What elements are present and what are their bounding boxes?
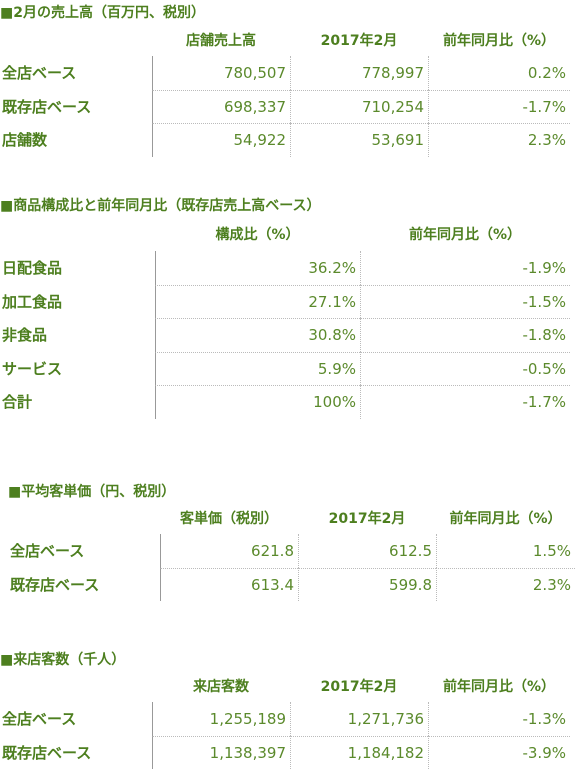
column-header: 2017年2月	[298, 508, 436, 528]
cell-value: -1.7%	[360, 385, 570, 419]
cell-value: 778,997	[290, 56, 428, 90]
cell-value: 1,184,182	[290, 736, 428, 769]
cell-value: 1,138,397	[152, 736, 290, 769]
section-title: ■商品構成比と前年同月比（既存店売上高ベース）	[0, 195, 321, 215]
column-header: 店舗売上高	[152, 30, 290, 50]
cell-value: 53,691	[290, 123, 428, 157]
row-label: 全店ベース	[0, 56, 152, 90]
cell-value: -3.9%	[428, 736, 570, 769]
section-title: ■来店客数（千人）	[0, 649, 125, 669]
cell-value: 1,255,189	[152, 702, 290, 736]
cell-value: 780,507	[152, 56, 290, 90]
cell-value: 30.8%	[155, 318, 360, 352]
cell-value: 2.3%	[428, 123, 570, 157]
cell-value: -1.5%	[360, 285, 570, 319]
cell-value: 36.2%	[155, 251, 360, 285]
row-label: 全店ベース	[0, 702, 152, 736]
cell-value: 0.2%	[428, 56, 570, 90]
row-label: 既存店ベース	[0, 736, 152, 769]
cell-value: 2.3%	[436, 568, 575, 602]
row-label: 非食品	[0, 318, 155, 352]
cell-value: -1.8%	[360, 318, 570, 352]
cell-value: -1.9%	[360, 251, 570, 285]
column-header: 前年同月比（%）	[436, 508, 575, 528]
column-header: 前年同月比（%）	[360, 224, 570, 244]
cell-value: 599.8	[298, 568, 436, 602]
cell-value: 612.5	[298, 534, 436, 568]
cell-value: 100%	[155, 385, 360, 419]
cell-value: 27.1%	[155, 285, 360, 319]
cell-value: 54,922	[152, 123, 290, 157]
column-header: 構成比（%）	[155, 224, 360, 244]
row-label: サービス	[0, 352, 155, 386]
row-label: 日配食品	[0, 251, 155, 285]
section-title: ■平均客単価（円、税別）	[8, 481, 175, 501]
cell-value: 710,254	[290, 90, 428, 124]
cell-value: 5.9%	[155, 352, 360, 386]
column-header: 客単価（税別）	[160, 508, 298, 528]
cell-value: 698,337	[152, 90, 290, 124]
cell-value: -1.7%	[428, 90, 570, 124]
cell-value: 1,271,736	[290, 702, 428, 736]
section-title: ■2月の売上高（百万円、税別）	[0, 2, 205, 22]
cell-value: 613.4	[160, 568, 298, 602]
column-header: 前年同月比（%）	[428, 30, 570, 50]
cell-value: -0.5%	[360, 352, 570, 386]
column-header: 来店客数	[152, 676, 290, 696]
row-label: 合計	[0, 385, 155, 419]
cell-value: -1.3%	[428, 702, 570, 736]
cell-value: 1.5%	[436, 534, 575, 568]
row-label: 既存店ベース	[8, 568, 160, 602]
row-label: 全店ベース	[8, 534, 160, 568]
cell-value: 621.8	[160, 534, 298, 568]
row-label: 店舗数	[0, 123, 152, 157]
column-header: 2017年2月	[290, 30, 428, 50]
row-label: 既存店ベース	[0, 90, 152, 124]
row-label: 加工食品	[0, 285, 155, 319]
column-header: 前年同月比（%）	[428, 676, 570, 696]
column-header: 2017年2月	[290, 676, 428, 696]
